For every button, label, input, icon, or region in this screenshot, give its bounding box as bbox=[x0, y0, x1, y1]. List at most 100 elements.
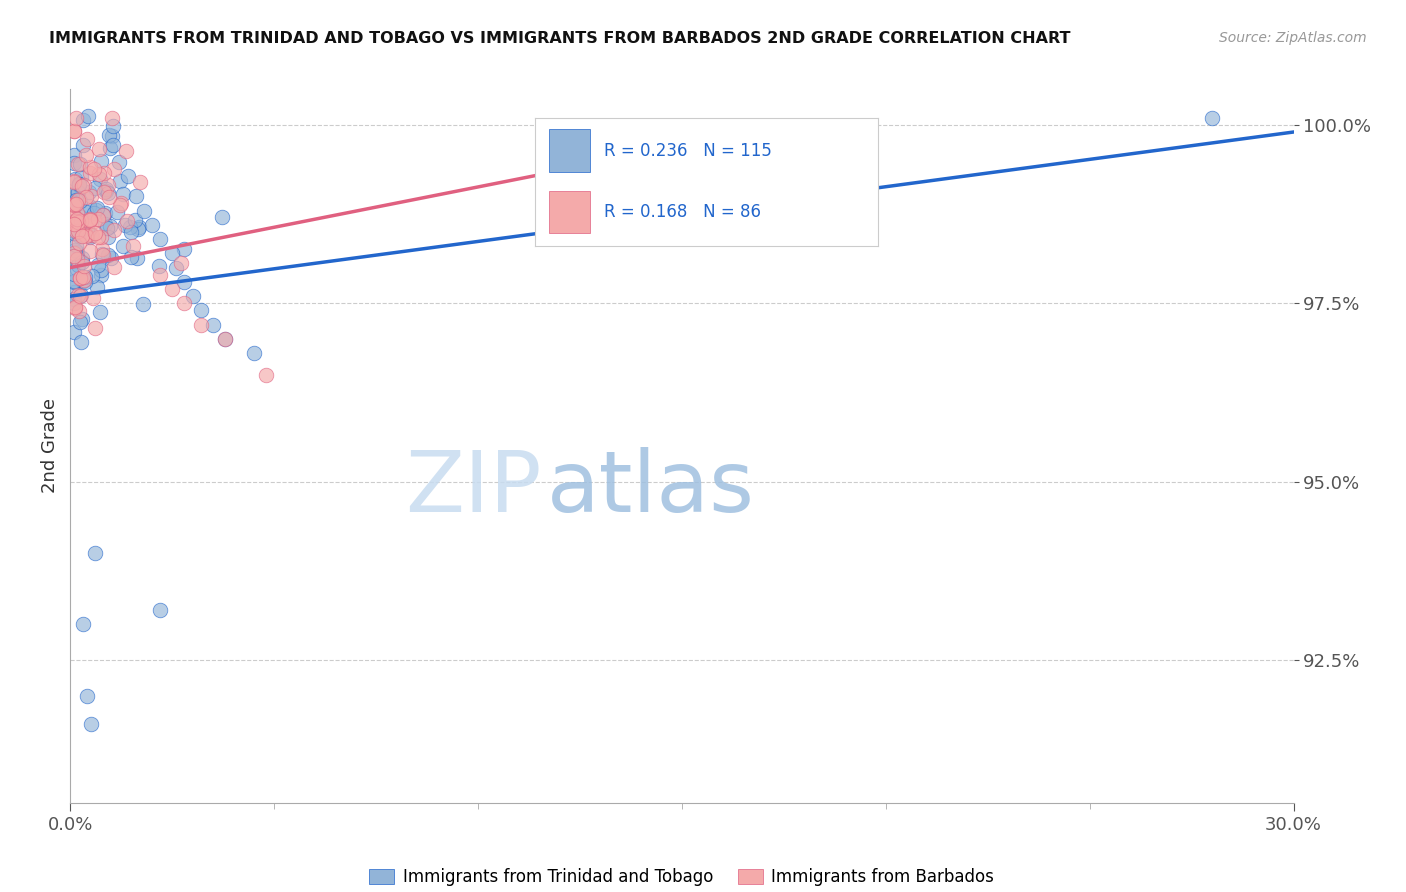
Text: ZIP: ZIP bbox=[405, 447, 541, 531]
Point bbox=[124, 213, 146, 227]
Point bbox=[63, 292, 86, 306]
Point bbox=[162, 282, 183, 296]
Point bbox=[79, 166, 101, 180]
Point bbox=[111, 186, 134, 201]
Point bbox=[63, 216, 86, 230]
Point bbox=[63, 171, 86, 186]
Point bbox=[67, 178, 90, 193]
Point bbox=[83, 214, 105, 228]
Point bbox=[63, 197, 86, 211]
Point bbox=[65, 194, 87, 208]
Point bbox=[112, 239, 135, 253]
Point bbox=[69, 315, 91, 329]
Point bbox=[90, 268, 112, 282]
Point bbox=[63, 301, 86, 316]
Point bbox=[79, 717, 103, 731]
Point bbox=[63, 275, 86, 289]
Point bbox=[63, 174, 86, 188]
Point bbox=[70, 254, 93, 268]
Point bbox=[67, 229, 90, 244]
Point bbox=[132, 203, 155, 218]
Point bbox=[63, 198, 86, 212]
Point bbox=[98, 190, 121, 204]
Point bbox=[66, 245, 89, 260]
Point bbox=[117, 169, 139, 183]
Point bbox=[173, 242, 195, 256]
Point bbox=[72, 270, 94, 285]
Point bbox=[69, 270, 91, 285]
Point bbox=[91, 248, 114, 262]
Point bbox=[70, 213, 93, 227]
Point bbox=[86, 258, 108, 272]
Point bbox=[190, 303, 212, 318]
Point bbox=[63, 224, 86, 238]
Point bbox=[65, 212, 87, 227]
Point bbox=[94, 217, 117, 231]
Point bbox=[149, 232, 172, 246]
Point bbox=[70, 311, 93, 326]
Point bbox=[70, 179, 93, 194]
Point bbox=[86, 212, 108, 227]
Point bbox=[162, 246, 183, 260]
Point bbox=[77, 198, 100, 212]
Point bbox=[67, 288, 90, 302]
Point bbox=[79, 244, 101, 258]
Point bbox=[89, 305, 111, 319]
Point bbox=[115, 145, 138, 159]
Point bbox=[70, 169, 93, 184]
Point bbox=[63, 148, 86, 162]
Point bbox=[63, 325, 86, 339]
Point bbox=[128, 175, 150, 189]
Point bbox=[100, 128, 122, 143]
Point bbox=[110, 196, 132, 211]
Point bbox=[108, 174, 131, 188]
Point bbox=[93, 166, 115, 180]
Text: atlas: atlas bbox=[547, 447, 755, 531]
Point bbox=[79, 213, 101, 227]
Point bbox=[121, 225, 143, 239]
Point bbox=[80, 189, 103, 203]
Point bbox=[170, 256, 193, 270]
Point bbox=[63, 124, 86, 138]
Point bbox=[65, 224, 87, 238]
Point bbox=[89, 142, 111, 156]
Point bbox=[108, 154, 131, 169]
Point bbox=[94, 184, 117, 198]
Point bbox=[63, 197, 86, 211]
Point bbox=[73, 259, 96, 273]
Point bbox=[86, 201, 108, 215]
Point bbox=[65, 214, 87, 228]
Point bbox=[77, 109, 100, 123]
Point bbox=[63, 175, 86, 189]
Point bbox=[90, 153, 112, 168]
Point bbox=[63, 155, 86, 169]
Point bbox=[79, 211, 101, 226]
Point bbox=[63, 246, 86, 260]
Point bbox=[84, 181, 107, 195]
Point bbox=[243, 346, 266, 360]
Point bbox=[70, 288, 93, 302]
Point bbox=[70, 229, 93, 244]
Point bbox=[83, 206, 105, 220]
Point bbox=[63, 123, 86, 137]
Point bbox=[63, 209, 86, 223]
Point bbox=[67, 186, 90, 200]
Point bbox=[67, 227, 90, 242]
Point bbox=[69, 194, 91, 208]
Point bbox=[211, 210, 233, 224]
Point bbox=[69, 289, 91, 303]
Point bbox=[67, 258, 90, 272]
Point bbox=[66, 252, 89, 266]
Point bbox=[63, 249, 86, 263]
Point bbox=[75, 190, 97, 204]
Point bbox=[79, 160, 101, 174]
Point bbox=[103, 138, 125, 153]
Point bbox=[149, 603, 172, 617]
Point bbox=[87, 167, 110, 181]
Point bbox=[67, 220, 90, 235]
Point bbox=[63, 214, 86, 228]
Point bbox=[94, 206, 117, 220]
Point bbox=[86, 230, 108, 244]
Point bbox=[63, 196, 86, 211]
Point bbox=[63, 267, 86, 281]
